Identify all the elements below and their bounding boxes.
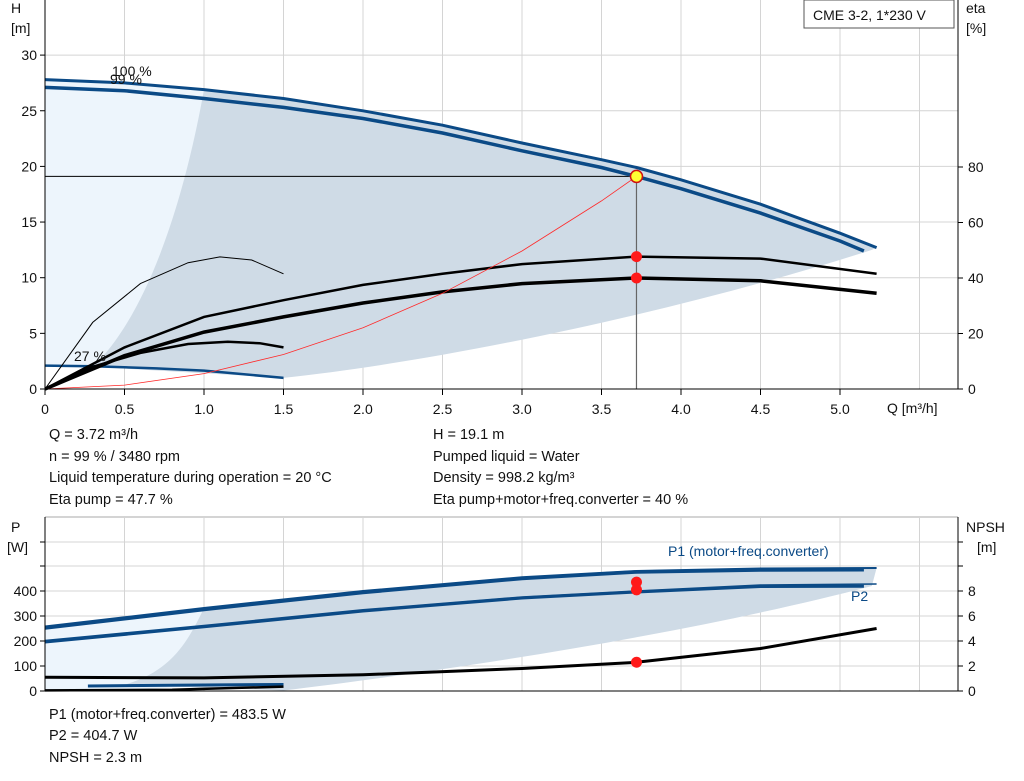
readout-n: n = 99 % / 3480 rpm bbox=[49, 449, 180, 465]
readout-density: Density = 998.2 kg/m³ bbox=[433, 470, 575, 486]
curve-npsh-min bbox=[44, 685, 284, 692]
x-tick-label: 5.0 bbox=[830, 401, 850, 417]
y-tick-label-right: 4 bbox=[968, 633, 976, 649]
readout-p1: P1 (motor+freq.converter) = 483.5 W bbox=[49, 707, 286, 723]
series-label-p2: P2 bbox=[851, 588, 868, 604]
readout-h: H = 19.1 m bbox=[433, 427, 504, 443]
y-axis-label-npsh: NPSH bbox=[966, 519, 1005, 535]
bottom-readout: P1 (motor+freq.converter) = 483.5 W P2 =… bbox=[49, 707, 286, 766]
y-tick-label-left: 10 bbox=[21, 270, 37, 286]
speed-label-99: 99 % bbox=[110, 71, 142, 87]
series-label-p1: P1 (motor+freq.converter) bbox=[668, 543, 829, 559]
readout-npsh: NPSH = 2.3 m bbox=[49, 750, 142, 766]
y-tick-label-left: 400 bbox=[14, 583, 38, 599]
y-tick-label-right: 0 bbox=[968, 683, 976, 699]
y-tick-label-left: 15 bbox=[21, 214, 37, 230]
y-tick-label-left: 300 bbox=[14, 608, 38, 624]
y-tick-label-left: 25 bbox=[21, 103, 37, 119]
curve-eta-pump bbox=[44, 255, 877, 391]
y-tick-label-right: 8 bbox=[968, 583, 976, 599]
top-readout: Q = 3.72 m³/h n = 99 % / 3480 rpm Liquid… bbox=[49, 427, 688, 508]
curve-npsh bbox=[44, 627, 877, 680]
curve-eta-total-min bbox=[44, 340, 284, 391]
x-tick-label: 2.5 bbox=[433, 401, 453, 417]
curve-h100 bbox=[44, 78, 878, 249]
duty-point-eta-total bbox=[630, 272, 642, 284]
y-tick-label-left: 5 bbox=[29, 325, 37, 341]
power-npsh-panel: 0 100 200 300 400 0 2 4 6 8 bbox=[14, 516, 976, 699]
y-tick-label-right: 20 bbox=[968, 326, 984, 342]
x-tick-label: 0.5 bbox=[115, 401, 135, 417]
readout-temp: Liquid temperature during operation = 20… bbox=[49, 470, 332, 486]
x-tick-label: 1.5 bbox=[274, 401, 294, 417]
duty-point-eta-pump bbox=[630, 251, 642, 263]
curve-p-min bbox=[87, 683, 284, 688]
x-tick-label: 3.5 bbox=[592, 401, 612, 417]
y-axis-unit-npsh: [m] bbox=[977, 539, 996, 555]
duty-point-p2 bbox=[630, 584, 642, 596]
curve-p1-99 bbox=[44, 568, 864, 630]
y-tick-label-right: 0 bbox=[968, 381, 976, 397]
duty-point-p1 bbox=[630, 576, 642, 588]
curve-eta-total bbox=[44, 276, 877, 391]
y-axis-label-h: H bbox=[11, 0, 21, 16]
y-axis-unit-h: [m] bbox=[11, 20, 30, 36]
readout-p2: P2 = 404.7 W bbox=[49, 728, 138, 744]
curve-h27 bbox=[44, 364, 284, 380]
y-tick-label-right: 60 bbox=[968, 215, 984, 231]
readout-q: Q = 3.72 m³/h bbox=[49, 427, 138, 443]
y-tick-label-left: 200 bbox=[14, 633, 38, 649]
curve-eta-pump-min bbox=[44, 256, 284, 390]
y-axis-unit-eta: [%] bbox=[966, 20, 986, 36]
y-axis-label-p: P bbox=[11, 519, 20, 535]
y-axis-label-eta: eta bbox=[966, 0, 986, 16]
speed-label-100: 100 % bbox=[112, 63, 152, 79]
x-tick-label: 4.5 bbox=[751, 401, 771, 417]
x-tick-label: 3.0 bbox=[512, 401, 532, 417]
duty-point-npsh bbox=[630, 656, 642, 668]
y-tick-label-right: 80 bbox=[968, 159, 984, 175]
head-efficiency-panel: 0 5 10 15 20 25 30 0 20 40 60 80 0 0.5 1.0 1.5 2.0 2.5 3.0… bbox=[21, 0, 984, 417]
title-box-text: CME 3-2, 1*230 V bbox=[813, 7, 926, 23]
y-tick-label-left: 0 bbox=[29, 381, 37, 397]
y-tick-label-right: 40 bbox=[968, 270, 984, 286]
x-axis-label: Q [m³/h] bbox=[887, 400, 938, 416]
y-tick-label-left: 20 bbox=[21, 158, 37, 174]
y-tick-label-right: 2 bbox=[968, 658, 976, 674]
readout-eta-pump: Eta pump = 47.7 % bbox=[49, 492, 173, 508]
y-tick-label-left: 30 bbox=[21, 47, 37, 63]
x-tick-label: 4.0 bbox=[671, 401, 691, 417]
operating-range-dark bbox=[92, 89, 877, 378]
readout-liquid: Pumped liquid = Water bbox=[433, 449, 580, 465]
title-box: CME 3-2, 1*230 V bbox=[803, 0, 955, 29]
y-tick-label-left: 0 bbox=[29, 683, 37, 699]
y-tick-label-right: 6 bbox=[968, 608, 976, 624]
curve-system-curve bbox=[44, 176, 637, 390]
curve-p2-99 bbox=[44, 584, 864, 644]
readout-eta-total: Eta pump+motor+freq.converter = 40 % bbox=[433, 492, 688, 508]
speed-label-27: 27 % bbox=[74, 348, 106, 364]
x-tick-label: 0 bbox=[41, 401, 49, 417]
duty-point-head bbox=[629, 169, 644, 184]
y-tick-label-left: 100 bbox=[14, 658, 38, 674]
y-axis-unit-p: [W] bbox=[7, 539, 28, 555]
curve-h99 bbox=[44, 85, 865, 253]
x-tick-label: 2.0 bbox=[353, 401, 373, 417]
x-tick-label: 1.0 bbox=[194, 401, 214, 417]
